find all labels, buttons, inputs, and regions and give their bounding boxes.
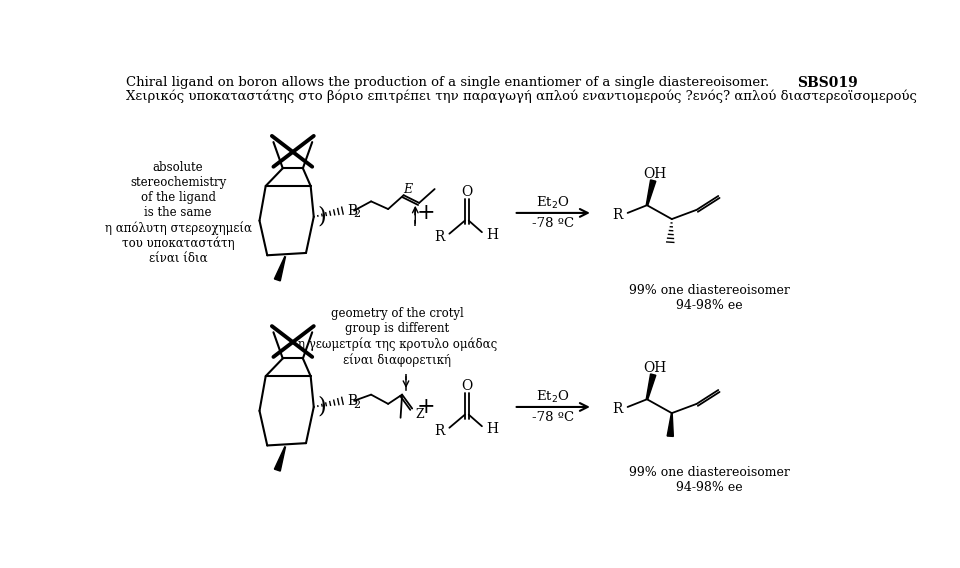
Text: Chiral ligand on boron allows the production of a single enantiomer of a single : Chiral ligand on boron allows the produc… bbox=[126, 76, 770, 89]
Text: H: H bbox=[486, 228, 498, 242]
Text: +: + bbox=[417, 202, 436, 224]
Text: ): ) bbox=[317, 206, 325, 228]
Text: OH: OH bbox=[643, 166, 666, 181]
Text: R: R bbox=[612, 208, 623, 222]
Text: R: R bbox=[612, 402, 623, 416]
Polygon shape bbox=[646, 180, 656, 206]
Text: absolute
stereochemistry
of the ligand
is the same
η απόλυτη στερεοχημεία
του υπ: absolute stereochemistry of the ligand i… bbox=[105, 161, 252, 265]
Text: E: E bbox=[403, 182, 412, 195]
Text: ): ) bbox=[317, 396, 325, 418]
Text: 99% one diastereoisomer
94-98% ee: 99% one diastereoisomer 94-98% ee bbox=[629, 283, 789, 312]
Text: OH: OH bbox=[643, 361, 666, 375]
Text: B: B bbox=[348, 203, 357, 218]
Text: R: R bbox=[434, 230, 444, 244]
Text: B: B bbox=[348, 394, 357, 408]
Text: Z: Z bbox=[416, 408, 424, 421]
Text: H: H bbox=[486, 422, 498, 436]
Text: Χειρικός υποκαταστάτης στο βόριο επιτρέπει την παραγωγή απλού εναντιομερούς ?ενό: Χειρικός υποκαταστάτης στο βόριο επιτρέπ… bbox=[126, 90, 917, 103]
Text: O: O bbox=[461, 185, 472, 199]
Text: SBS019: SBS019 bbox=[797, 76, 858, 90]
Text: 2: 2 bbox=[353, 210, 360, 219]
Text: Et$_2$O: Et$_2$O bbox=[537, 389, 570, 405]
Text: Et$_2$O: Et$_2$O bbox=[537, 195, 570, 211]
Text: 99% one diastereoisomer
94-98% ee: 99% one diastereoisomer 94-98% ee bbox=[629, 466, 789, 494]
Text: geometry of the crotyl
group is different
η γεωμετρία της κροτυλο ομάδας
είναι δ: geometry of the crotyl group is differen… bbox=[298, 307, 497, 367]
Polygon shape bbox=[646, 374, 656, 399]
Text: O: O bbox=[461, 379, 472, 393]
Text: +: + bbox=[417, 396, 436, 418]
Text: 2: 2 bbox=[353, 400, 360, 410]
Polygon shape bbox=[667, 413, 673, 436]
Polygon shape bbox=[275, 257, 285, 281]
Text: -78 ºC: -78 ºC bbox=[532, 217, 574, 230]
Polygon shape bbox=[275, 447, 285, 471]
Text: -78 ºC: -78 ºC bbox=[532, 411, 574, 424]
Text: R: R bbox=[434, 424, 444, 438]
